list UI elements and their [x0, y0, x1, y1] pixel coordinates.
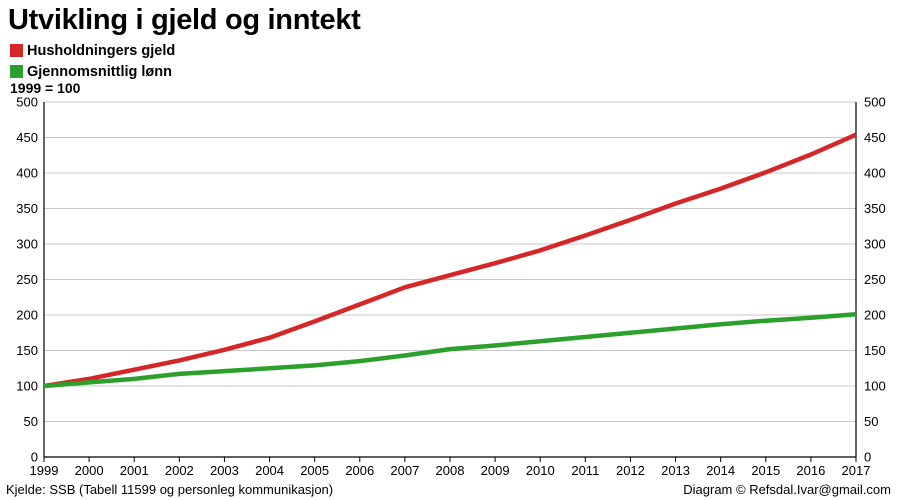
- y-tick-label-right: 150: [864, 343, 886, 358]
- legend-label-wage: Gjennomsnittlig lønn: [27, 63, 172, 80]
- chart-title: Utvikling i gjeld og inntekt: [8, 4, 361, 36]
- y-tick-label-left: 350: [16, 201, 38, 216]
- x-tick-label: 2017: [842, 463, 871, 478]
- x-tick-label: 2009: [481, 463, 510, 478]
- x-tick-label: 2002: [165, 463, 194, 478]
- y-tick-label-left: 450: [16, 130, 38, 145]
- chart-subtitle: 1999 = 100: [10, 80, 81, 96]
- legend-item-debt: Husholdningers gjeld: [10, 40, 175, 61]
- x-tick-label: 2015: [751, 463, 780, 478]
- y-tick-label-right: 50: [864, 414, 878, 429]
- y-tick-label-right: 200: [864, 308, 886, 323]
- x-tick-label: 2004: [255, 463, 284, 478]
- y-tick-label-left: 500: [16, 95, 38, 110]
- y-tick-label-right: 500: [864, 95, 886, 110]
- x-tick-label: 2012: [616, 463, 645, 478]
- x-tick-label: 2013: [661, 463, 690, 478]
- x-tick-label: 2016: [796, 463, 825, 478]
- y-tick-label-right: 400: [864, 166, 886, 181]
- y-tick-label-right: 350: [864, 201, 886, 216]
- x-tick-label: 2014: [706, 463, 735, 478]
- x-tick-label: 2005: [300, 463, 329, 478]
- y-tick-label-right: 100: [864, 379, 886, 394]
- legend-swatch-wage: [10, 65, 23, 78]
- x-tick-label: 2001: [120, 463, 149, 478]
- source-note: Kjelde: SSB (Tabell 11599 og personleg k…: [6, 482, 334, 497]
- x-tick-label: 1999: [30, 463, 59, 478]
- legend-swatch-debt: [10, 44, 23, 57]
- x-tick-label: 2008: [436, 463, 465, 478]
- legend-label-debt: Husholdningers gjeld: [27, 42, 176, 59]
- y-tick-label-left: 300: [16, 237, 38, 252]
- y-tick-label-right: 300: [864, 237, 886, 252]
- series-line-debt: [43, 132, 857, 389]
- x-tick-label: 2003: [210, 463, 239, 478]
- y-tick-label-right: 0: [864, 450, 871, 465]
- y-tick-label-left: 50: [24, 414, 38, 429]
- legend: Husholdningers gjeld Gjennomsnittlig løn…: [10, 40, 175, 82]
- y-tick-label-left: 200: [16, 308, 38, 323]
- y-tick-label-left: 250: [16, 272, 38, 287]
- x-tick-label: 2007: [390, 463, 419, 478]
- x-tick-label: 2006: [345, 463, 374, 478]
- y-tick-label-left: 0: [31, 450, 38, 465]
- x-tick-label: 2010: [526, 463, 555, 478]
- y-tick-label-left: 150: [16, 343, 38, 358]
- credit-note: Diagram © Refsdal.Ivar@gmail.com: [683, 482, 891, 497]
- x-tick-label: 2000: [75, 463, 104, 478]
- series-line-wage: [43, 312, 857, 389]
- legend-item-wage: Gjennomsnittlig lønn: [10, 61, 175, 82]
- y-tick-label-right: 250: [864, 272, 886, 287]
- x-tick-label: 2011: [571, 463, 599, 478]
- y-tick-label-right: 450: [864, 130, 886, 145]
- y-tick-label-left: 100: [16, 379, 38, 394]
- y-tick-label-left: 400: [16, 166, 38, 181]
